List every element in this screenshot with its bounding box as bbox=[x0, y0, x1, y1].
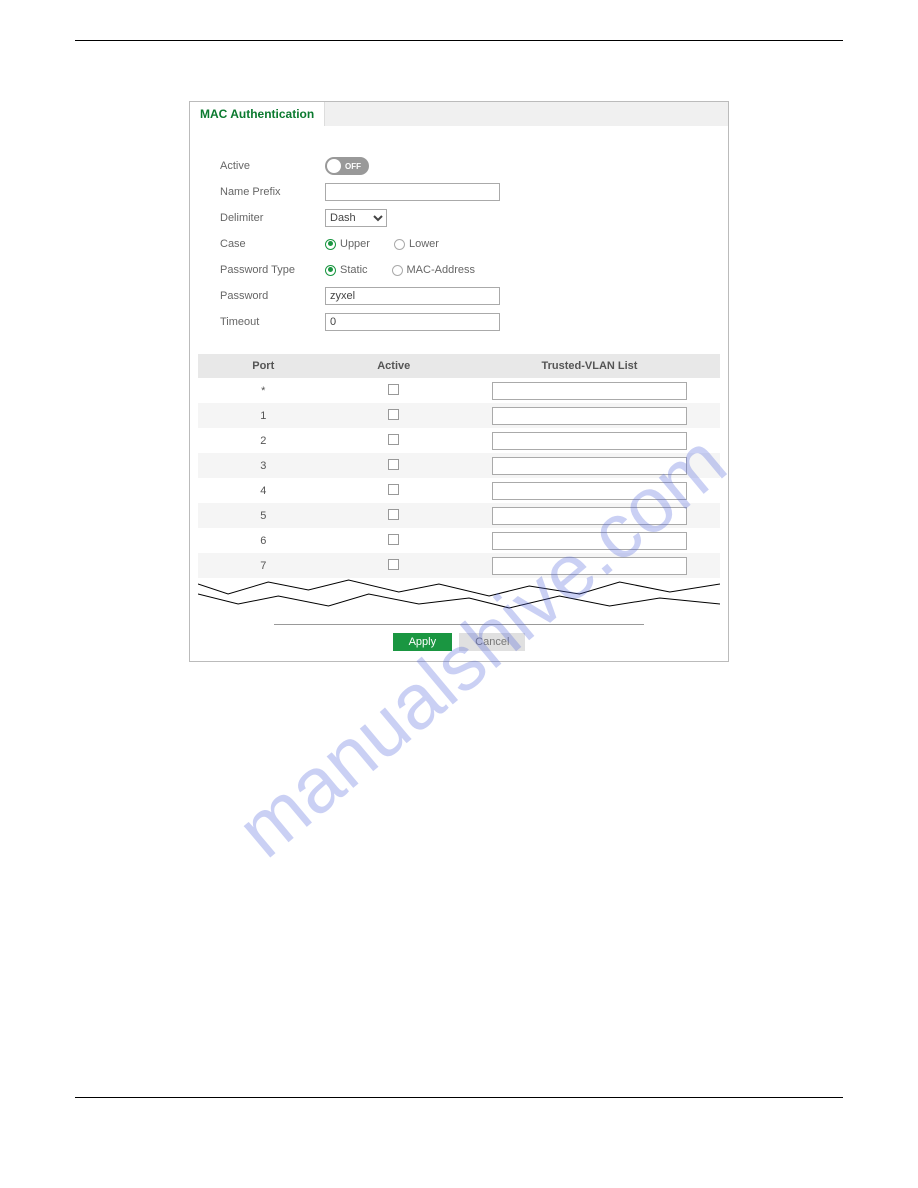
active-checkbox[interactable] bbox=[388, 459, 399, 470]
active-cell bbox=[329, 453, 460, 478]
top-page-rule bbox=[75, 40, 843, 41]
button-row: Apply Cancel bbox=[198, 625, 720, 661]
trusted-vlan-input[interactable] bbox=[492, 432, 687, 450]
th-active: Active bbox=[329, 354, 460, 378]
table-row: 5 bbox=[198, 503, 720, 528]
trusted-vlan-input[interactable] bbox=[492, 532, 687, 550]
table-row: 4 bbox=[198, 478, 720, 503]
trusted-vlan-input[interactable] bbox=[492, 482, 687, 500]
active-checkbox[interactable] bbox=[388, 434, 399, 445]
radio-label-upper: Upper bbox=[340, 238, 370, 250]
radio-label-mac: MAC-Address bbox=[407, 264, 475, 276]
delimiter-select[interactable]: Dash bbox=[325, 209, 387, 227]
table-row: * bbox=[198, 378, 720, 403]
toggle-knob-icon bbox=[327, 159, 341, 173]
radio-case-upper[interactable] bbox=[325, 239, 336, 250]
active-checkbox[interactable] bbox=[388, 384, 399, 395]
trusted-vlan-input[interactable] bbox=[492, 557, 687, 575]
table-row: 1 bbox=[198, 403, 720, 428]
vlan-cell bbox=[459, 403, 720, 428]
th-vlan: Trusted-VLAN List bbox=[459, 354, 720, 378]
tab-bar: MAC Authentication bbox=[190, 102, 728, 126]
tab-mac-authentication[interactable]: MAC Authentication bbox=[190, 102, 325, 126]
port-cell: 7 bbox=[198, 553, 329, 578]
active-checkbox[interactable] bbox=[388, 534, 399, 545]
vlan-cell bbox=[459, 478, 720, 503]
label-password-type: Password Type bbox=[220, 264, 325, 276]
active-cell bbox=[329, 503, 460, 528]
vlan-cell bbox=[459, 378, 720, 403]
vlan-cell bbox=[459, 428, 720, 453]
active-cell bbox=[329, 428, 460, 453]
port-table: Port Active Trusted-VLAN List *1234567 bbox=[198, 354, 720, 578]
port-cell: 4 bbox=[198, 478, 329, 503]
case-radio-group: Upper Lower bbox=[325, 238, 459, 250]
active-cell bbox=[329, 478, 460, 503]
vlan-cell bbox=[459, 553, 720, 578]
cancel-button[interactable]: Cancel bbox=[459, 633, 525, 651]
table-row: 2 bbox=[198, 428, 720, 453]
active-checkbox[interactable] bbox=[388, 559, 399, 570]
port-cell[interactable]: 1 bbox=[198, 403, 329, 428]
radio-case-lower[interactable] bbox=[394, 239, 405, 250]
port-cell: 3 bbox=[198, 453, 329, 478]
label-case: Case bbox=[220, 238, 325, 250]
trusted-vlan-input[interactable] bbox=[492, 457, 687, 475]
radio-pwtype-mac[interactable] bbox=[392, 265, 403, 276]
torn-edge-graphic bbox=[198, 576, 720, 612]
port-cell: 5 bbox=[198, 503, 329, 528]
port-cell: 2 bbox=[198, 428, 329, 453]
active-cell bbox=[329, 528, 460, 553]
trusted-vlan-input[interactable] bbox=[492, 382, 687, 400]
timeout-input[interactable] bbox=[325, 313, 500, 331]
active-cell bbox=[329, 553, 460, 578]
name-prefix-input[interactable] bbox=[325, 183, 500, 201]
vlan-cell bbox=[459, 528, 720, 553]
vlan-cell bbox=[459, 503, 720, 528]
radio-label-lower: Lower bbox=[409, 238, 439, 250]
trusted-vlan-input[interactable] bbox=[492, 407, 687, 425]
th-port: Port bbox=[198, 354, 329, 378]
active-cell bbox=[329, 378, 460, 403]
port-table-wrap: Port Active Trusted-VLAN List *1234567 A… bbox=[190, 348, 728, 661]
toggle-state-text: OFF bbox=[345, 162, 361, 171]
active-checkbox[interactable] bbox=[388, 409, 399, 420]
toggle-active[interactable]: OFF bbox=[325, 157, 369, 175]
password-input[interactable] bbox=[325, 287, 500, 305]
vlan-cell bbox=[459, 453, 720, 478]
port-cell: 6 bbox=[198, 528, 329, 553]
label-name-prefix: Name Prefix bbox=[220, 186, 325, 198]
active-cell bbox=[329, 403, 460, 428]
label-delimiter: Delimiter bbox=[220, 212, 325, 224]
apply-button[interactable]: Apply bbox=[393, 633, 453, 651]
table-row: 6 bbox=[198, 528, 720, 553]
label-timeout: Timeout bbox=[220, 316, 325, 328]
label-password: Password bbox=[220, 290, 325, 302]
bottom-page-rule bbox=[75, 1097, 843, 1098]
port-cell: * bbox=[198, 378, 329, 403]
password-type-radio-group: Static MAC-Address bbox=[325, 264, 495, 276]
label-active: Active bbox=[220, 160, 325, 172]
table-row: 3 bbox=[198, 453, 720, 478]
radio-pwtype-static[interactable] bbox=[325, 265, 336, 276]
trusted-vlan-input[interactable] bbox=[492, 507, 687, 525]
mac-auth-panel: MAC Authentication Active OFF Name Prefi… bbox=[189, 101, 729, 662]
radio-label-static: Static bbox=[340, 264, 368, 276]
active-checkbox[interactable] bbox=[388, 509, 399, 520]
settings-form: Active OFF Name Prefix Delimiter Dash Ca… bbox=[190, 126, 728, 348]
active-checkbox[interactable] bbox=[388, 484, 399, 495]
table-row: 7 bbox=[198, 553, 720, 578]
